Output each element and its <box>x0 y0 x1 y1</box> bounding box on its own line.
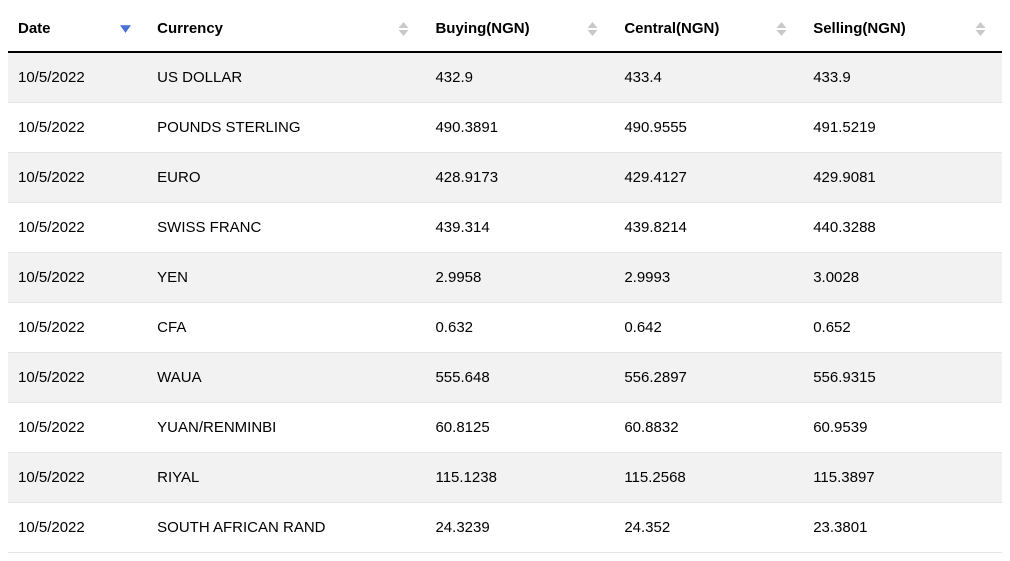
cell-date: 10/5/2022 <box>8 503 147 553</box>
col-header-label: Buying(NGN) <box>435 20 529 37</box>
cell-central: 429.4127 <box>614 153 803 203</box>
cell-buying: 0.632 <box>425 303 614 353</box>
cell-central: 115.2568 <box>614 453 803 503</box>
table-row: 10/5/2022YEN2.99582.99933.0028 <box>8 253 1002 303</box>
cell-currency: POUNDS STERLING <box>147 103 425 153</box>
cell-central: 433.4 <box>614 52 803 103</box>
table-row: 10/5/2022SOUTH AFRICAN RAND24.323924.352… <box>8 503 1002 553</box>
cell-date: 10/5/2022 <box>8 153 147 203</box>
cell-currency: CFA <box>147 303 425 353</box>
sort-neutral-icon[interactable] <box>776 22 793 36</box>
col-header-label: Central(NGN) <box>624 20 719 37</box>
table-row: 10/5/2022CFA0.6320.6420.652 <box>8 303 1002 353</box>
cell-central: 60.8832 <box>614 403 803 453</box>
table-row: 10/5/2022RIYAL115.1238115.2568115.3897 <box>8 453 1002 503</box>
table-body: 10/5/2022US DOLLAR432.9433.4433.910/5/20… <box>8 52 1002 553</box>
cell-buying: 490.3891 <box>425 103 614 153</box>
cell-currency: WAUA <box>147 353 425 403</box>
col-header-central[interactable]: Central(NGN) <box>614 8 803 52</box>
cell-selling: 0.652 <box>803 303 1002 353</box>
cell-buying: 60.8125 <box>425 403 614 453</box>
col-header-label: Currency <box>157 20 223 37</box>
col-header-label: Date <box>18 20 51 37</box>
table-header-row: Date Currency Buying(NGN) <box>8 8 1002 52</box>
cell-central: 24.352 <box>614 503 803 553</box>
table-row: 10/5/2022EURO428.9173429.4127429.9081 <box>8 153 1002 203</box>
table-row: 10/5/2022POUNDS STERLING490.3891490.9555… <box>8 103 1002 153</box>
cell-central: 2.9993 <box>614 253 803 303</box>
cell-selling: 60.9539 <box>803 403 1002 453</box>
cell-buying: 115.1238 <box>425 453 614 503</box>
cell-date: 10/5/2022 <box>8 253 147 303</box>
col-header-date[interactable]: Date <box>8 8 147 52</box>
cell-currency: YUAN/RENMINBI <box>147 403 425 453</box>
cell-selling: 440.3288 <box>803 203 1002 253</box>
cell-buying: 439.314 <box>425 203 614 253</box>
cell-date: 10/5/2022 <box>8 353 147 403</box>
table-row: 10/5/2022WAUA555.648556.2897556.9315 <box>8 353 1002 403</box>
col-header-buying[interactable]: Buying(NGN) <box>425 8 614 52</box>
cell-central: 490.9555 <box>614 103 803 153</box>
cell-date: 10/5/2022 <box>8 303 147 353</box>
cell-selling: 23.3801 <box>803 503 1002 553</box>
cell-date: 10/5/2022 <box>8 453 147 503</box>
sort-neutral-icon[interactable] <box>398 22 415 36</box>
cell-currency: EURO <box>147 153 425 203</box>
cell-buying: 555.648 <box>425 353 614 403</box>
cell-central: 556.2897 <box>614 353 803 403</box>
col-header-label: Selling(NGN) <box>813 20 906 37</box>
cell-selling: 491.5219 <box>803 103 1002 153</box>
cell-currency: YEN <box>147 253 425 303</box>
cell-central: 0.642 <box>614 303 803 353</box>
cell-central: 439.8214 <box>614 203 803 253</box>
cell-selling: 556.9315 <box>803 353 1002 403</box>
cell-currency: RIYAL <box>147 453 425 503</box>
cell-currency: US DOLLAR <box>147 52 425 103</box>
cell-currency: SWISS FRANC <box>147 203 425 253</box>
cell-buying: 2.9958 <box>425 253 614 303</box>
cell-selling: 433.9 <box>803 52 1002 103</box>
sort-neutral-icon[interactable] <box>587 22 604 36</box>
table-row: 10/5/2022US DOLLAR432.9433.4433.9 <box>8 52 1002 103</box>
cell-selling: 3.0028 <box>803 253 1002 303</box>
cell-selling: 115.3897 <box>803 453 1002 503</box>
cell-selling: 429.9081 <box>803 153 1002 203</box>
table-row: 10/5/2022SWISS FRANC439.314439.8214440.3… <box>8 203 1002 253</box>
cell-date: 10/5/2022 <box>8 52 147 103</box>
cell-date: 10/5/2022 <box>8 203 147 253</box>
col-header-currency[interactable]: Currency <box>147 8 425 52</box>
cell-currency: SOUTH AFRICAN RAND <box>147 503 425 553</box>
cell-date: 10/5/2022 <box>8 103 147 153</box>
cell-date: 10/5/2022 <box>8 403 147 453</box>
cell-buying: 428.9173 <box>425 153 614 203</box>
table-row: 10/5/2022YUAN/RENMINBI60.812560.883260.9… <box>8 403 1002 453</box>
col-header-selling[interactable]: Selling(NGN) <box>803 8 1002 52</box>
sort-desc-icon[interactable] <box>120 23 137 34</box>
cell-buying: 432.9 <box>425 52 614 103</box>
sort-neutral-icon[interactable] <box>975 22 992 36</box>
cell-buying: 24.3239 <box>425 503 614 553</box>
exchange-rates-table: Date Currency Buying(NGN) <box>8 8 1002 553</box>
